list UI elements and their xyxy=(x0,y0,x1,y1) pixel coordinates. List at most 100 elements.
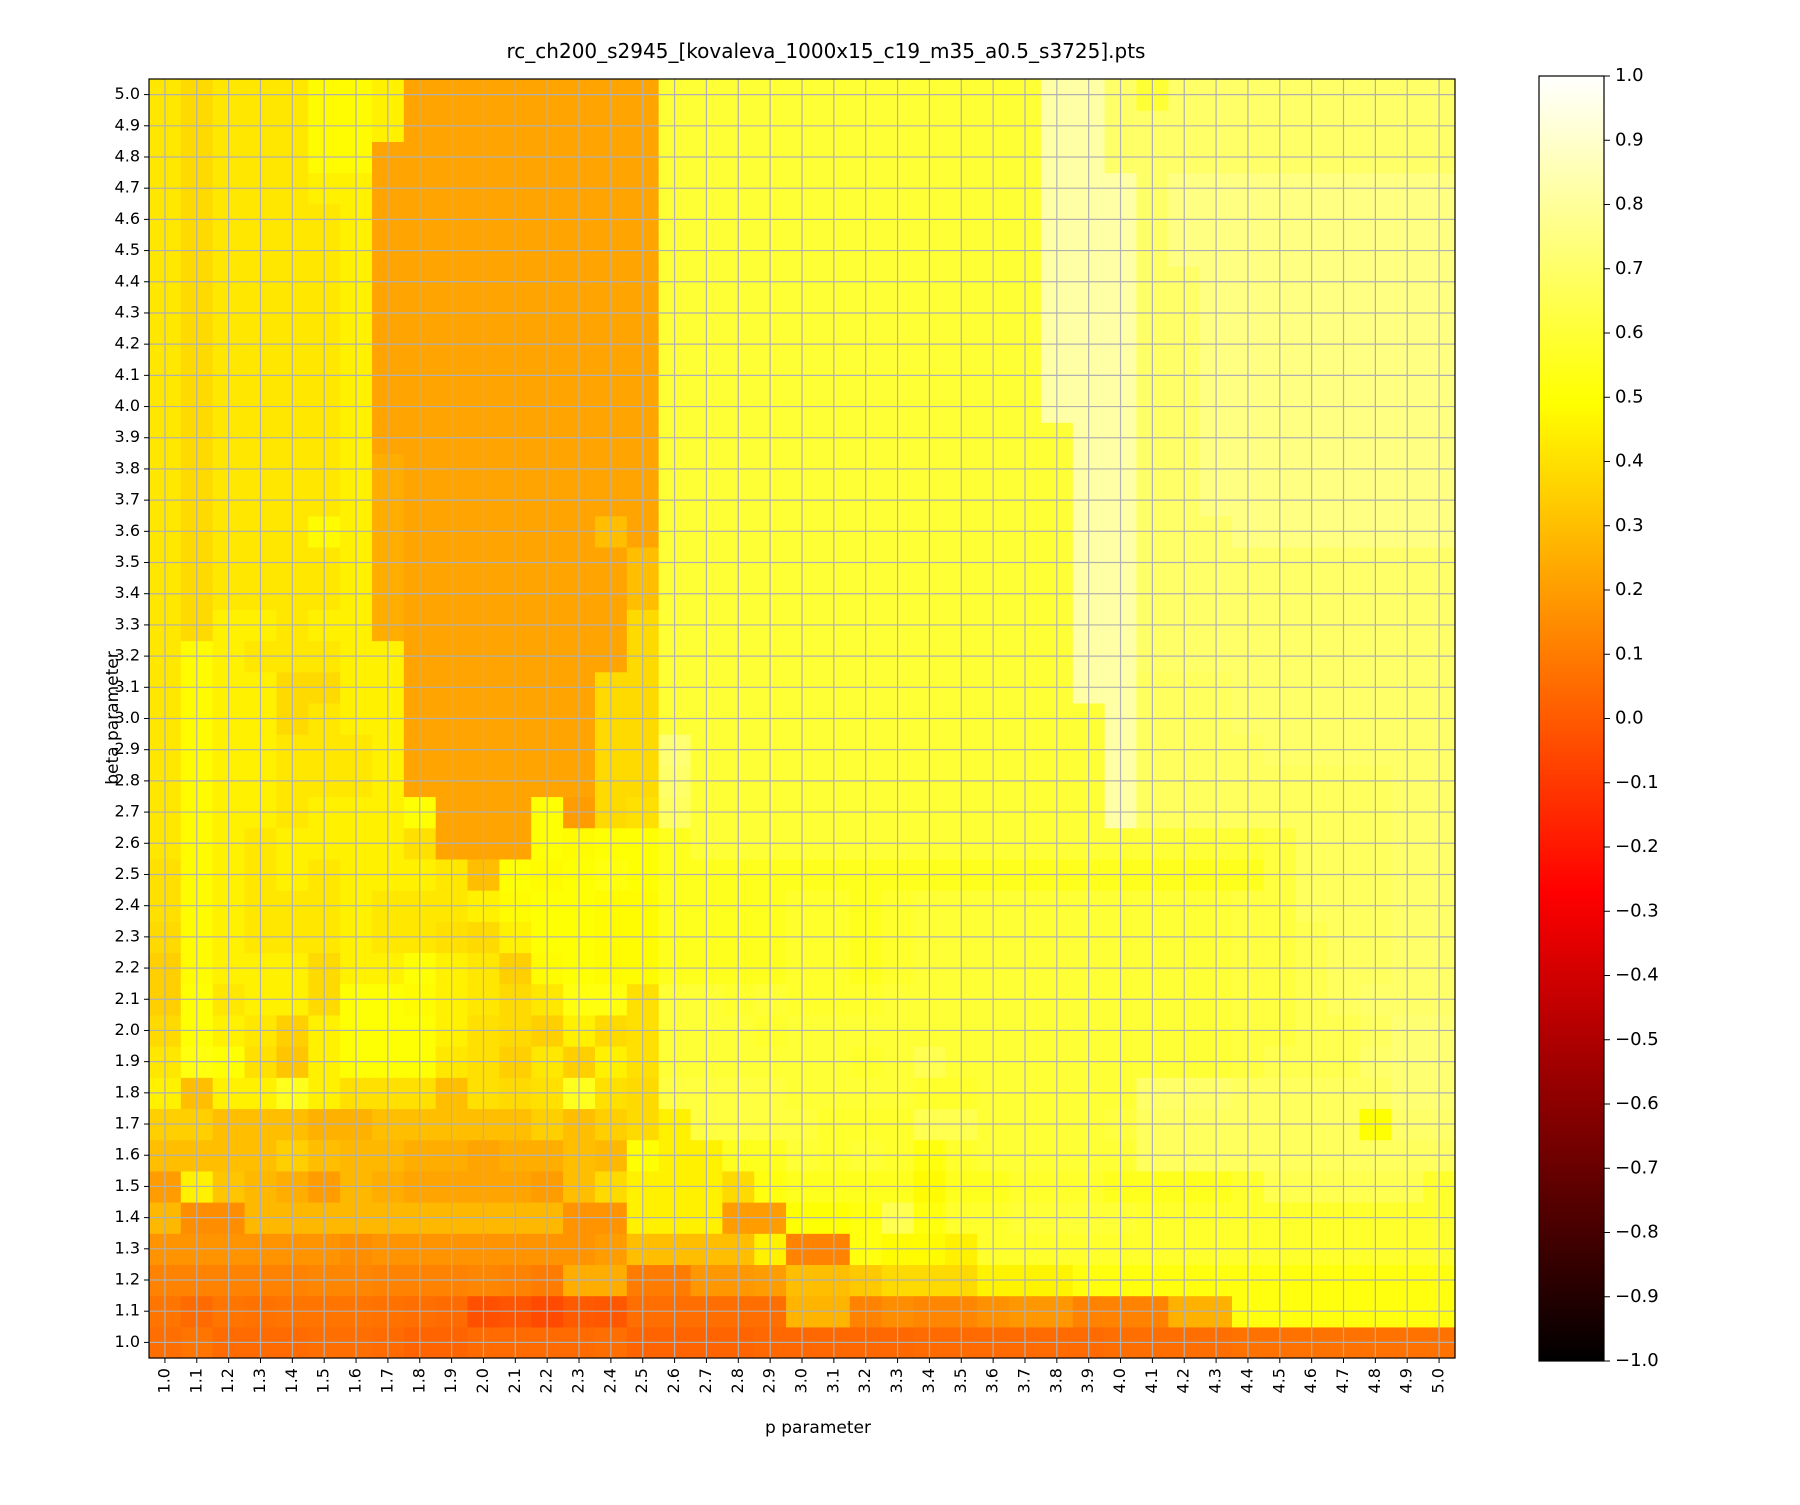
colorbar-tick-label: −0.9 xyxy=(1615,1286,1659,1307)
x-tick-label: 4.2 xyxy=(1174,1368,1193,1393)
x-tick-label: 2.2 xyxy=(537,1368,556,1393)
colorbar-tick-label: −0.1 xyxy=(1615,772,1659,793)
y-tick-label: 3.1 xyxy=(115,677,140,696)
y-tick-label: 1.9 xyxy=(115,1051,140,1070)
y-tick-label: 3.9 xyxy=(115,427,140,446)
y-axis-label: beta parameter xyxy=(103,651,123,785)
y-tick-label: 4.8 xyxy=(115,146,140,165)
x-tick-label: 4.7 xyxy=(1333,1368,1352,1393)
x-tick-label: 1.5 xyxy=(314,1368,333,1393)
y-tick-label: 5.0 xyxy=(115,84,140,103)
colorbar-tick-label: 0.4 xyxy=(1615,451,1644,472)
x-tick-label: 1.6 xyxy=(346,1368,365,1393)
y-tick-label: 3.6 xyxy=(115,521,140,540)
y-tick-label: 2.1 xyxy=(115,989,140,1008)
colorbar-tick-label: −0.7 xyxy=(1615,1157,1659,1178)
heatmap-grid xyxy=(149,79,1455,1358)
colorbar-tick-label: −0.6 xyxy=(1615,1093,1659,1114)
colorbar-tick-label: 0.2 xyxy=(1615,579,1644,600)
x-tick-label: 2.7 xyxy=(696,1368,715,1393)
colorbar-tick-label: 0.0 xyxy=(1615,708,1644,729)
colorbar-tick-label: −0.3 xyxy=(1615,900,1659,921)
colorbar-tick-label: −1.0 xyxy=(1615,1350,1659,1371)
x-tick-label: 2.9 xyxy=(760,1368,779,1393)
x-tick-label: 4.5 xyxy=(1269,1368,1288,1393)
y-tick-label: 4.9 xyxy=(115,115,140,134)
y-tick-label: 4.1 xyxy=(115,365,140,384)
x-tick-label: 2.4 xyxy=(600,1368,619,1393)
x-tick-label: 3.8 xyxy=(1046,1368,1065,1393)
y-tick-label: 2.4 xyxy=(115,895,140,914)
x-tick-label: 3.1 xyxy=(823,1368,842,1393)
x-tick-label: 1.0 xyxy=(154,1368,173,1393)
x-tick-label: 1.3 xyxy=(250,1368,269,1393)
y-tick-label: 2.6 xyxy=(115,833,140,852)
x-tick-label: 3.6 xyxy=(983,1368,1002,1393)
colorbar-ticks: 1.0 0.9 0.8 0.7 0.6 0.5 0.4 0.3 0.2 0.1 0.0 −0.1 −0.… xyxy=(1604,65,1659,1371)
x-tick-label: 1.1 xyxy=(186,1368,205,1393)
y-tick-label: 3.0 xyxy=(115,708,140,727)
colorbar-tick-label: 0.5 xyxy=(1615,386,1644,407)
x-tick-label: 1.2 xyxy=(218,1368,237,1393)
y-tick-label: 1.7 xyxy=(115,1114,140,1133)
x-tick-label: 3.4 xyxy=(919,1368,938,1393)
y-tick-label: 1.4 xyxy=(115,1207,140,1226)
x-tick-label: 4.0 xyxy=(1110,1368,1129,1393)
y-tick-label: 2.5 xyxy=(115,864,140,883)
x-tick-label: 3.5 xyxy=(951,1368,970,1393)
x-tick-label: 4.9 xyxy=(1397,1368,1416,1393)
colorbar-tick-label: 0.9 xyxy=(1615,129,1644,150)
x-tick-label: 3.9 xyxy=(1078,1368,1097,1393)
x-tick-label: 2.8 xyxy=(728,1368,747,1393)
y-tick-label: 4.4 xyxy=(115,271,140,290)
colorbar-tick-label: 0.7 xyxy=(1615,258,1644,279)
y-tick-label: 3.8 xyxy=(115,458,140,477)
x-tick-label: 4.1 xyxy=(1142,1368,1161,1393)
colorbar xyxy=(1538,75,1605,1362)
x-tick-label: 5.0 xyxy=(1429,1368,1448,1393)
y-tick-label: 1.0 xyxy=(115,1332,140,1351)
y-tick-label: 2.2 xyxy=(115,958,140,977)
x-tick-label: 2.6 xyxy=(664,1368,683,1393)
colorbar-tick-label: 0.3 xyxy=(1615,515,1644,536)
x-tick-label: 1.4 xyxy=(282,1368,301,1393)
y-tick-label: 1.8 xyxy=(115,1082,140,1101)
x-tick-label: 4.3 xyxy=(1206,1368,1225,1393)
x-tick-label: 2.5 xyxy=(632,1368,651,1393)
y-tick-label: 3.5 xyxy=(115,552,140,571)
x-tick-label: 4.8 xyxy=(1365,1368,1384,1393)
x-tick-label: 4.4 xyxy=(1238,1368,1257,1393)
colorbar-tick-label: 1.0 xyxy=(1615,65,1644,86)
y-tick-label: 2.8 xyxy=(115,770,140,789)
y-tick-label: 4.0 xyxy=(115,396,140,415)
x-tick-label: 1.8 xyxy=(409,1368,428,1393)
x-tick-label: 1.9 xyxy=(441,1368,460,1393)
x-tick-label: 1.7 xyxy=(377,1368,396,1393)
x-tick-label: 4.6 xyxy=(1301,1368,1320,1393)
y-tick-label: 2.0 xyxy=(115,1020,140,1039)
y-tick-label: 2.9 xyxy=(115,739,140,758)
y-tick-label: 4.6 xyxy=(115,209,140,228)
x-axis: 1.0 1.1 1.2 1.3 1.4 1.5 1.6 1.7 1.8 1.9 2.0 2.1 2.2 2… xyxy=(154,1358,1448,1393)
colorbar-tick-label: −0.5 xyxy=(1615,1029,1659,1050)
y-tick-label: 3.7 xyxy=(115,490,140,509)
chart-title: rc_ch200_s2945_[kovaleva_1000x15_c19_m35… xyxy=(507,39,1146,63)
x-tick-label: 3.2 xyxy=(855,1368,874,1393)
x-tick-label: 2.3 xyxy=(569,1368,588,1393)
y-tick-label: 1.3 xyxy=(115,1238,140,1257)
y-tick-label: 2.3 xyxy=(115,926,140,945)
y-tick-label: 4.2 xyxy=(115,334,140,353)
colorbar-tick-label: 0.6 xyxy=(1615,322,1644,343)
colorbar-tick-label: 0.1 xyxy=(1615,643,1644,664)
y-tick-label: 3.3 xyxy=(115,614,140,633)
x-tick-label: 3.0 xyxy=(792,1368,811,1393)
colorbar-tick-label: −0.8 xyxy=(1615,1222,1659,1243)
y-tick-label: 4.5 xyxy=(115,240,140,259)
colorbar-tick-label: −0.4 xyxy=(1615,965,1659,986)
y-tick-label: 2.7 xyxy=(115,802,140,821)
y-tick-label: 1.5 xyxy=(115,1176,140,1195)
y-tick-label: 3.2 xyxy=(115,646,140,665)
y-axis: 1.0 1.1 1.2 1.3 1.4 1.5 1.6 1.7 1.8 1.9 2.0 2.1 2.2 2… xyxy=(115,84,149,1351)
